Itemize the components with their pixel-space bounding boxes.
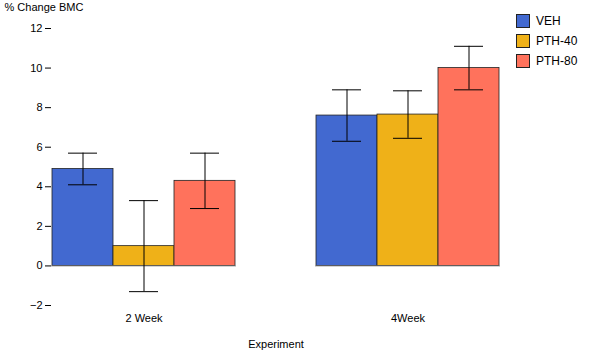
svg-text:−2: −2	[30, 299, 43, 311]
svg-text:0: 0	[36, 259, 42, 271]
svg-text:% Change BMC: % Change BMC	[5, 1, 84, 13]
svg-text:4: 4	[36, 180, 42, 192]
svg-text:4Week: 4Week	[391, 312, 426, 324]
html-text:PTH-40: PTH-40	[536, 34, 578, 48]
svg-text:2: 2	[36, 220, 42, 232]
html-text:PTH-80: PTH-80	[536, 54, 578, 68]
svg-text:6: 6	[36, 141, 42, 153]
html-text:VEH: VEH	[536, 14, 561, 28]
svg-text:10: 10	[30, 62, 42, 74]
svg-text:12: 12	[30, 22, 42, 34]
svg-text:8: 8	[36, 101, 42, 113]
svg-text:Experiment: Experiment	[248, 338, 304, 350]
svg-text:2 Week: 2 Week	[125, 312, 163, 324]
